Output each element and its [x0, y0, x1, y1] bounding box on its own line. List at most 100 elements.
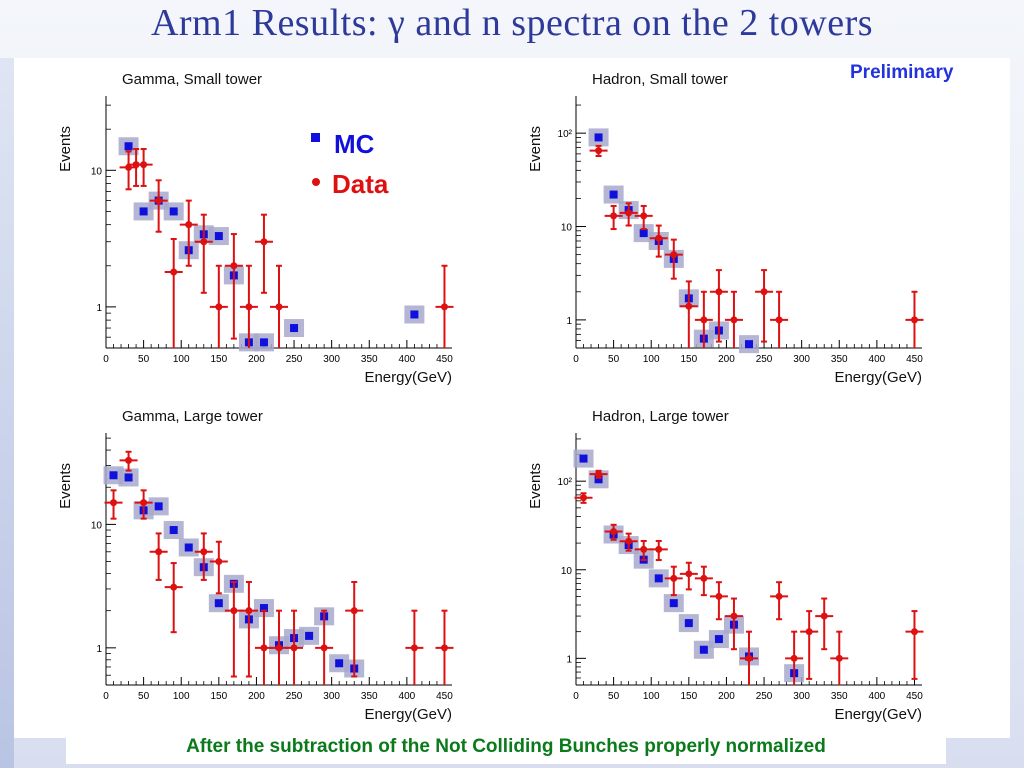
x-tick-label: 250 — [756, 354, 773, 365]
x-axis-label: Energy(GeV) — [364, 706, 452, 723]
data-point — [185, 221, 193, 229]
chart-title: Hadron, Small tower — [592, 71, 728, 88]
x-tick-label: 0 — [573, 354, 579, 365]
data-point — [700, 316, 708, 324]
data-point — [155, 548, 163, 556]
mc-point — [169, 207, 178, 216]
x-tick-label: 0 — [103, 354, 109, 365]
x-tick-label: 300 — [323, 691, 340, 702]
mc-point — [184, 543, 193, 552]
y-tick-label: 1 — [96, 303, 102, 314]
mc-point — [305, 631, 314, 640]
x-tick-label: 200 — [718, 691, 735, 702]
mc-point — [654, 574, 663, 583]
footer-note: After the subtraction of the Not Collidi… — [186, 736, 826, 757]
y-tick-label: 10 — [561, 566, 573, 577]
y-tick-label: 10 — [91, 166, 103, 177]
data-point — [730, 612, 738, 620]
mc-point — [214, 232, 223, 241]
mc-point — [214, 599, 223, 608]
y-tick-label: 1 — [566, 316, 572, 327]
y-tick-label: 10² — [558, 477, 573, 488]
mc-point — [594, 475, 603, 484]
mc-point — [609, 190, 618, 199]
x-tick-label: 400 — [399, 354, 416, 365]
x-tick-label: 400 — [399, 691, 416, 702]
x-tick-label: 450 — [906, 354, 923, 365]
x-axis-label: Energy(GeV) — [834, 706, 922, 723]
mc-point — [684, 619, 693, 628]
x-tick-label: 450 — [436, 354, 453, 365]
x-tick-label: 0 — [573, 691, 579, 702]
y-axis-label: Events — [527, 463, 544, 509]
mc-point — [699, 645, 708, 654]
y-tick-label: 10² — [558, 129, 573, 140]
data-point — [200, 238, 208, 246]
x-tick-label: 200 — [718, 354, 735, 365]
data-point — [760, 288, 768, 296]
mc-point — [410, 310, 419, 319]
data-point — [245, 607, 253, 615]
chart-hadron-small: Hadron, Small tower 0 50 100 150 200 250 300 350… — [527, 71, 924, 386]
x-tick-label: 50 — [608, 691, 620, 702]
x-tick-label: 50 — [608, 354, 620, 365]
mc-point — [594, 133, 603, 142]
data-point — [910, 628, 918, 636]
y-axis-label: Events — [57, 126, 74, 172]
x-tick-label: 100 — [643, 691, 660, 702]
x-tick-label: 250 — [286, 691, 303, 702]
data-point — [125, 163, 133, 171]
mc-point — [169, 526, 178, 535]
data-point — [670, 574, 678, 582]
data-point — [200, 548, 208, 556]
x-tick-label: 350 — [831, 691, 848, 702]
x-tick-label: 350 — [361, 691, 378, 702]
x-tick-label: 350 — [361, 354, 378, 365]
x-tick-label: 300 — [793, 354, 810, 365]
mc-point — [139, 207, 148, 216]
x-tick-label: 100 — [643, 354, 660, 365]
data-point — [170, 268, 178, 276]
mc-point — [714, 635, 723, 644]
legend-data-label: Data — [332, 169, 389, 199]
x-tick-label: 450 — [906, 691, 923, 702]
mc-point — [259, 338, 268, 347]
data-point — [125, 456, 133, 464]
data-point — [230, 607, 238, 615]
data-point — [350, 607, 358, 615]
mc-point — [259, 604, 268, 613]
data-point — [805, 628, 813, 636]
data-point — [110, 499, 118, 507]
data-point — [820, 612, 828, 620]
data-point — [170, 583, 178, 591]
x-tick-label: 100 — [173, 691, 190, 702]
data-point — [640, 212, 648, 220]
data-point — [610, 212, 618, 220]
mc-point — [109, 471, 118, 480]
x-tick-label: 300 — [323, 354, 340, 365]
mc-point — [124, 142, 133, 151]
legend-mc-label: MC — [334, 129, 375, 159]
x-axis-label: Energy(GeV) — [364, 369, 452, 386]
x-tick-label: 400 — [869, 691, 886, 702]
y-axis-label: Events — [57, 463, 74, 509]
data-point — [625, 209, 633, 217]
data-point — [260, 238, 268, 246]
data-point — [580, 494, 588, 502]
x-tick-label: 250 — [286, 354, 303, 365]
footer-box — [66, 732, 946, 764]
mc-point — [335, 659, 344, 668]
data-point — [610, 528, 618, 536]
x-tick-label: 200 — [248, 691, 265, 702]
x-tick-label: 450 — [436, 691, 453, 702]
data-point — [595, 147, 603, 155]
data-point — [140, 161, 148, 169]
x-tick-label: 150 — [680, 691, 697, 702]
legend-mc-marker — [311, 133, 320, 142]
chart-title: Gamma, Large tower — [122, 408, 263, 425]
data-point — [685, 570, 693, 578]
data-point — [835, 654, 843, 662]
y-tick-label: 1 — [96, 644, 102, 655]
x-tick-label: 350 — [831, 354, 848, 365]
